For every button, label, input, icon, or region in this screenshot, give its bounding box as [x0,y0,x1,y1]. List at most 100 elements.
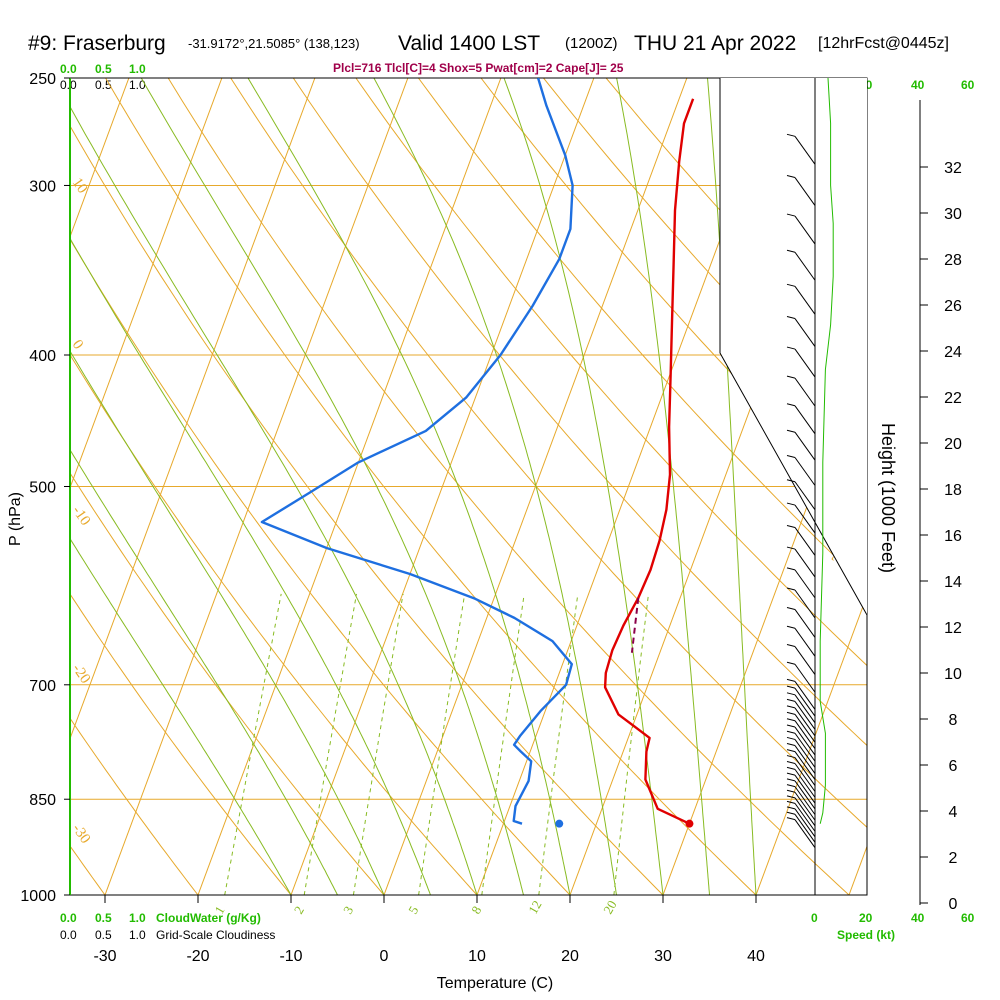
speed-tick-label: 20 [859,911,873,925]
height-tick-label: 22 [944,390,962,407]
wind-barb [794,177,816,206]
cloudwater-label: CloudWater (g/Kg) [156,911,261,925]
dry-adiabat-line [542,78,867,439]
wind-barb [794,405,816,435]
wind-barb-flag [786,567,796,571]
mixing-ratio-label: 3 [340,903,356,916]
wind-barb-flag [786,749,796,753]
wind-barb [794,757,816,786]
dry-adiabat-line [70,845,106,895]
wind-barb-flag [786,479,796,483]
speed-tick-label: 40 [911,911,925,925]
wind-barb-flag [786,685,796,689]
height-tick-label: 14 [944,574,962,591]
wind-barb [794,136,816,165]
height-tick-label: 8 [949,712,958,729]
wind-barb-flag [786,736,796,740]
valid-time: Valid 1400 LST [398,32,540,55]
p-tick-label: 250 [29,71,56,88]
moist-adiabat-line [70,237,431,895]
sounding-stats: Plcl=716 Tlcl[C]=4 Shox=5 Pwat[cm]=2 Cap… [333,61,624,75]
dry-adiabat-line [105,78,757,895]
dry-adiabat-line [70,353,478,895]
cloud-tick-label: 0.0 [60,911,77,925]
wind-barb-flag [786,711,796,715]
mixing-ratio-label: 8 [468,903,484,916]
cloudiness-tick-label: 0.0 [60,78,77,92]
wind-barb [794,707,816,737]
moist-adiabat-line [247,78,571,895]
wind-barb [794,813,816,843]
mixing-ratio-line [538,593,579,895]
moist-adiabat-line [616,78,710,895]
surface-markers [555,819,694,828]
wind-barb-flag [786,692,796,696]
wind-barb [794,527,816,556]
isotherm-label: 10 [69,175,91,196]
wind-barb-flag [786,755,796,759]
dry-adiabat-line [70,472,385,895]
height-tick-label: 32 [944,160,962,177]
y-axis-title: P (hPa) [7,492,24,546]
height-tick-label: 20 [944,436,962,453]
wind-barb-flag [786,766,796,770]
wind-barb [794,797,816,827]
wind-barb [794,720,816,750]
cloudiness-tick-label: 1.0 [129,928,146,942]
isotherm-line [197,78,502,895]
wind-barb [794,774,816,804]
isotherm-line [848,845,867,895]
height-tick-label: 10 [944,666,962,683]
mixing-ratio-line [224,593,282,895]
wind-barb [794,751,816,780]
dry-adiabat-line [70,125,664,895]
wind-barb-flag [786,730,796,734]
mixing-ratio-label: 2 [291,903,307,916]
upper-mask [720,78,867,615]
wind-barb-flag [786,283,796,287]
wind-barb-flag [786,724,796,728]
isotherm-label: -30 [69,821,94,847]
wind-barb-flag [786,175,796,179]
x-tick-label: -20 [186,948,209,965]
p-tick-label: 300 [29,178,56,195]
wind-barb-flag [786,661,796,665]
dry-adiabat-line [70,593,292,895]
x-tick-label: -30 [93,948,116,965]
dewpoint-line [260,78,574,825]
wind-barb [794,548,816,578]
x-tick-label: 10 [468,948,486,965]
height-tick-label: 2 [949,850,958,867]
p-tick-label: 1000 [20,888,56,905]
moist-adiabat-line [70,350,385,895]
wind-barb-flag [786,789,796,793]
dry-adiabat-line [417,78,867,589]
wind-barb [794,739,816,768]
wind-barb [794,609,816,638]
wind-barb-flag [786,213,796,217]
moist-adiabat-line [70,537,292,895]
wind-barb-flag [786,502,796,506]
wind-barb [794,663,816,693]
speed-scale: 0 20 40 60 0 20 40 60 Speed (kt) [811,78,975,942]
wind-barb [794,763,816,792]
height-tick-label: 30 [944,206,962,223]
wind-barb [794,819,816,848]
x-tick-label: 40 [747,948,765,965]
wind-barb-flag [786,795,796,799]
speed-tick-label: 60 [961,78,975,92]
moist-adiabat-line [70,448,338,895]
wind-barb-flag [786,606,796,610]
wind-barb [794,504,816,534]
p-tick-label: 700 [29,678,56,695]
temperature-line [603,98,695,825]
height-tick-label: 0 [949,896,958,913]
cloudiness-tick-label: 1.0 [129,78,146,92]
station-title: #9: Fraserburg [28,32,166,55]
wind-barb-flag [786,772,796,776]
moist-adiabat-line [140,78,524,895]
height-tick-label: 26 [944,298,962,315]
wind-barb-flag [786,817,796,821]
background-grid [70,78,867,895]
